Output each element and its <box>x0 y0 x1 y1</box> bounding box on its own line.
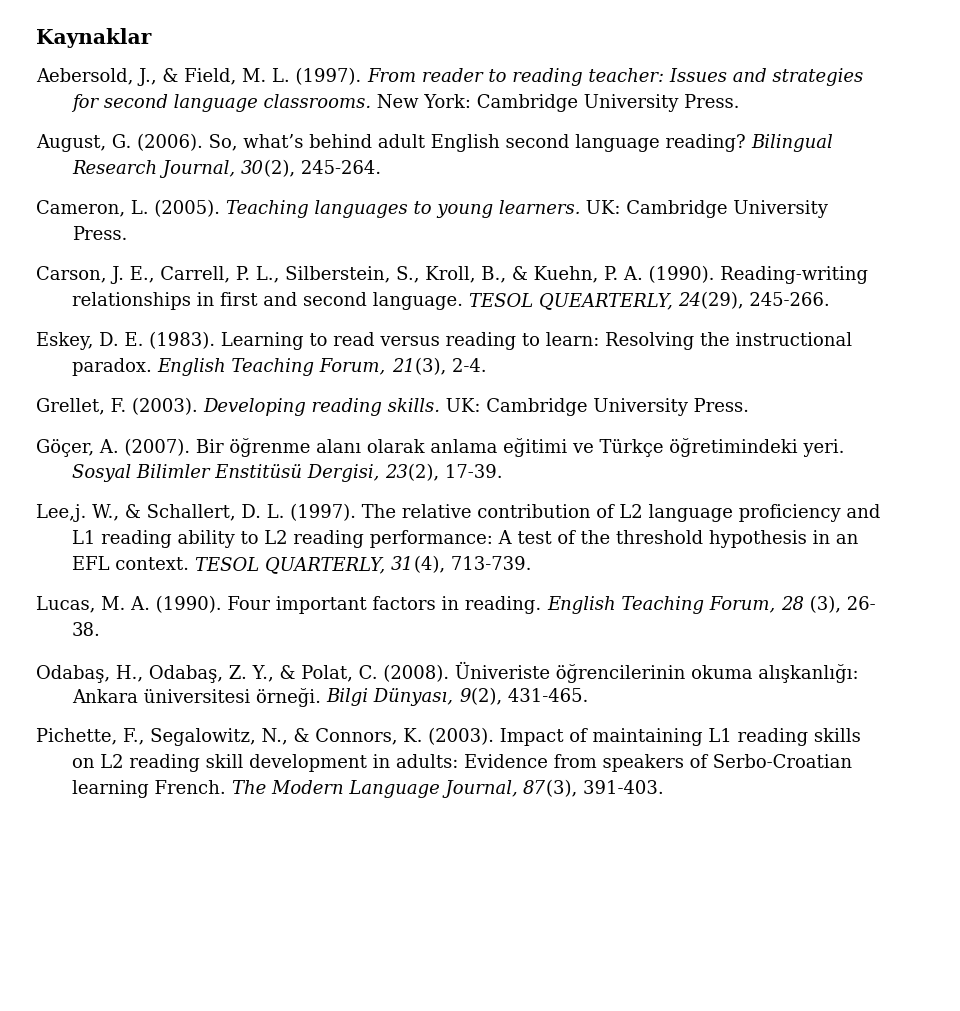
Text: TESOL QUEARTERLY,: TESOL QUEARTERLY, <box>468 292 679 309</box>
Text: 9: 9 <box>460 687 471 706</box>
Text: Kaynaklar: Kaynaklar <box>36 28 152 48</box>
Text: UK: Cambridge University Press.: UK: Cambridge University Press. <box>441 397 750 416</box>
Text: (3), 2-4.: (3), 2-4. <box>415 358 487 376</box>
Text: Developing reading skills.: Developing reading skills. <box>204 397 441 416</box>
Text: paradox.: paradox. <box>72 358 157 376</box>
Text: (29), 245-266.: (29), 245-266. <box>702 292 830 309</box>
Text: (2), 431-465.: (2), 431-465. <box>471 687 588 706</box>
Text: Research Journal,: Research Journal, <box>72 160 241 178</box>
Text: learning French.: learning French. <box>72 779 231 798</box>
Text: 21: 21 <box>392 358 415 376</box>
Text: UK: Cambridge University: UK: Cambridge University <box>580 200 828 217</box>
Text: New York: Cambridge University Press.: New York: Cambridge University Press. <box>372 94 739 112</box>
Text: Bilgi Dünyası,: Bilgi Dünyası, <box>326 687 460 706</box>
Text: Eskey, D. E. (1983). Learning to read versus reading to learn: Resolving the ins: Eskey, D. E. (1983). Learning to read ve… <box>36 332 852 350</box>
Text: August, G. (2006). So, what’s behind adult English second language reading?: August, G. (2006). So, what’s behind adu… <box>36 133 752 152</box>
Text: 24: 24 <box>679 292 702 309</box>
Text: 87: 87 <box>523 779 546 798</box>
Text: Ankara üniversitesi örneği.: Ankara üniversitesi örneği. <box>72 687 326 707</box>
Text: for second language classrooms.: for second language classrooms. <box>72 94 372 112</box>
Text: (4), 713-739.: (4), 713-739. <box>414 555 531 573</box>
Text: Göçer, A. (2007). Bir öğrenme alanı olarak anlama eğitimi ve Türkçe öğretimindek: Göçer, A. (2007). Bir öğrenme alanı olar… <box>36 438 845 457</box>
Text: Teaching languages to young learners.: Teaching languages to young learners. <box>226 200 580 217</box>
Text: Bilingual: Bilingual <box>752 133 833 152</box>
Text: Lucas, M. A. (1990). Four important factors in reading.: Lucas, M. A. (1990). Four important fact… <box>36 595 547 614</box>
Text: L1 reading ability to L2 reading performance: A test of the threshold hypothesis: L1 reading ability to L2 reading perform… <box>72 530 858 548</box>
Text: Lee,j. W., & Schallert, D. L. (1997). The relative contribution of L2 language p: Lee,j. W., & Schallert, D. L. (1997). Th… <box>36 503 880 522</box>
Text: From reader to reading teacher: Issues and strategies: From reader to reading teacher: Issues a… <box>367 68 863 86</box>
Text: 23: 23 <box>385 463 408 481</box>
Text: Sosyal Bilimler Enstitüsü Dergisi,: Sosyal Bilimler Enstitüsü Dergisi, <box>72 463 385 481</box>
Text: (3), 26-: (3), 26- <box>804 595 876 614</box>
Text: 31: 31 <box>391 555 414 573</box>
Text: Grellet, F. (2003).: Grellet, F. (2003). <box>36 397 204 416</box>
Text: (3), 391-403.: (3), 391-403. <box>546 779 663 798</box>
Text: Carson, J. E., Carrell, P. L., Silberstein, S., Kroll, B., & Kuehn, P. A. (1990): Carson, J. E., Carrell, P. L., Silberste… <box>36 266 868 284</box>
Text: Cameron, L. (2005).: Cameron, L. (2005). <box>36 200 226 217</box>
Text: (2), 17-39.: (2), 17-39. <box>408 463 503 481</box>
Text: 28: 28 <box>781 595 804 614</box>
Text: Odabaş, H., Odabaş, Z. Y., & Polat, C. (2008). Üniveriste öğrencilerinin okuma a: Odabaş, H., Odabaş, Z. Y., & Polat, C. (… <box>36 661 858 682</box>
Text: English Teaching Forum,: English Teaching Forum, <box>157 358 392 376</box>
Text: TESOL QUARTERLY,: TESOL QUARTERLY, <box>195 555 391 573</box>
Text: relationships in first and second language.: relationships in first and second langua… <box>72 292 468 309</box>
Text: (2), 245-264.: (2), 245-264. <box>264 160 381 178</box>
Text: 38.: 38. <box>72 622 101 639</box>
Text: English Teaching Forum,: English Teaching Forum, <box>547 595 781 614</box>
Text: Pichette, F., Segalowitz, N., & Connors, K. (2003). Impact of maintaining L1 rea: Pichette, F., Segalowitz, N., & Connors,… <box>36 727 861 745</box>
Text: Aebersold, J., & Field, M. L. (1997).: Aebersold, J., & Field, M. L. (1997). <box>36 68 367 86</box>
Text: on L2 reading skill development in adults: Evidence from speakers of Serbo-Croat: on L2 reading skill development in adult… <box>72 753 852 771</box>
Text: EFL context.: EFL context. <box>72 555 195 573</box>
Text: 30: 30 <box>241 160 264 178</box>
Text: Press.: Press. <box>72 225 128 244</box>
Text: The Modern Language Journal,: The Modern Language Journal, <box>231 779 523 798</box>
